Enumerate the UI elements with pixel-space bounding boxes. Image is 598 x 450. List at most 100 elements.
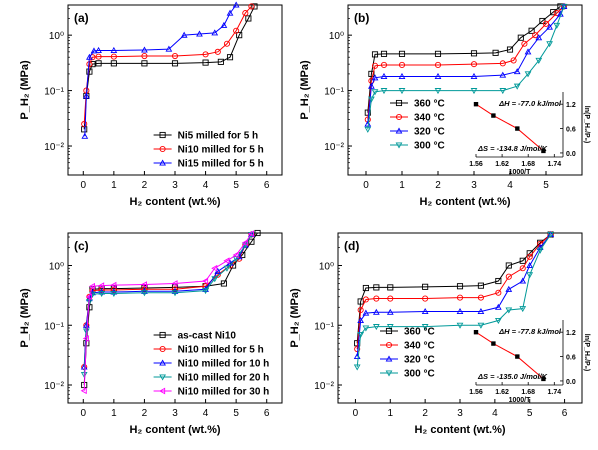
data-point bbox=[202, 277, 209, 285]
series-line bbox=[83, 234, 252, 375]
x-tick-label: 2 bbox=[435, 180, 441, 191]
inset-y-tick-label: 0.0 bbox=[566, 151, 576, 158]
data-point bbox=[368, 70, 375, 77]
data-point bbox=[357, 317, 365, 324]
inset-x-tick-label: 1.56 bbox=[469, 161, 483, 168]
data-point bbox=[233, 27, 240, 34]
data-point bbox=[362, 325, 370, 332]
panel-b: 0 1 2 3 4 5 10⁻² 10⁻¹ 10⁰ H₂ content (wt.%) P_H₂ (… bbox=[299, 2, 590, 208]
data-point bbox=[226, 54, 234, 61]
data-point bbox=[82, 335, 89, 342]
data-point bbox=[110, 60, 117, 67]
series-4 bbox=[80, 230, 254, 395]
inset-annotation-ds: ΔS = -135.0 J/mol/K bbox=[477, 372, 548, 381]
data-point bbox=[505, 273, 512, 280]
series-line bbox=[83, 6, 252, 124]
legend-label: Ni15 milled for 5 h bbox=[178, 159, 264, 170]
inset-data-point bbox=[541, 148, 546, 154]
data-point bbox=[248, 238, 255, 245]
inset-y-title: ln(P_H₂/P₀) bbox=[583, 334, 590, 371]
data-point bbox=[553, 22, 561, 29]
data-point bbox=[90, 47, 98, 54]
data-point bbox=[171, 286, 179, 293]
data-point bbox=[368, 96, 375, 103]
data-point bbox=[499, 60, 506, 67]
data-point bbox=[519, 257, 526, 264]
legend-marker bbox=[159, 145, 166, 153]
data-point bbox=[380, 88, 388, 95]
data-point bbox=[141, 60, 148, 67]
series-3 bbox=[364, 3, 568, 133]
y-tick-label: 10⁻² bbox=[314, 381, 334, 392]
data-point bbox=[524, 48, 532, 55]
inset-y-tick-label: 0.0 bbox=[566, 379, 576, 386]
inset-data-point bbox=[515, 126, 520, 131]
data-point bbox=[248, 3, 255, 10]
data-point bbox=[456, 294, 464, 301]
data-point bbox=[353, 364, 361, 371]
data-point bbox=[362, 284, 369, 292]
x-axis-title: H₂ content (wt.%) bbox=[419, 196, 510, 208]
data-point bbox=[373, 284, 380, 291]
x-tick-label: 3 bbox=[471, 180, 477, 191]
data-point bbox=[524, 71, 532, 78]
data-point bbox=[470, 61, 478, 68]
data-point bbox=[95, 46, 102, 53]
data-point bbox=[254, 229, 261, 237]
data-point bbox=[86, 53, 93, 60]
panel-a: 0 1 2 3 4 5 6 10⁻² 10⁻¹ 10⁰ H₂ content (wt.%) P_H₂ … bbox=[19, 1, 283, 208]
inset-data-point bbox=[515, 354, 520, 359]
legend-entry: Ni5 milled for 5 h bbox=[153, 131, 258, 142]
series-0 bbox=[81, 3, 258, 133]
legend-label: 300 °C bbox=[414, 141, 445, 152]
x-tick-label: 6 bbox=[264, 180, 270, 191]
data-point bbox=[434, 88, 442, 95]
x-tick-label: 3 bbox=[172, 408, 178, 419]
data-point bbox=[80, 387, 87, 395]
data-point bbox=[380, 50, 388, 57]
legend-entry: as-cast Ni10 bbox=[153, 331, 236, 342]
data-point bbox=[81, 120, 88, 128]
data-point bbox=[217, 58, 224, 65]
legend-entry: 360 °C bbox=[390, 99, 445, 110]
x-tick-label: 0 bbox=[353, 408, 359, 419]
data-point bbox=[371, 89, 379, 96]
data-point bbox=[371, 74, 379, 81]
data-point bbox=[110, 46, 118, 53]
data-point bbox=[196, 30, 203, 37]
panel-label: (c) bbox=[74, 239, 89, 253]
data-point bbox=[528, 27, 535, 34]
data-point bbox=[364, 126, 372, 133]
data-point bbox=[88, 282, 95, 290]
data-point bbox=[470, 50, 478, 57]
legend-entry: Ni10 milled for 10 h bbox=[153, 359, 269, 370]
data-point bbox=[526, 253, 533, 260]
data-point bbox=[223, 257, 230, 265]
legend-entry: Ni10 milled for 5 h bbox=[153, 145, 264, 156]
x-tick-label: 6 bbox=[264, 408, 270, 419]
data-point bbox=[165, 45, 173, 52]
data-point bbox=[546, 41, 553, 48]
data-point bbox=[456, 283, 464, 290]
y-tick-label: 10⁰ bbox=[49, 262, 64, 273]
data-point bbox=[141, 46, 148, 53]
inset-data-point bbox=[473, 329, 479, 335]
data-point bbox=[140, 281, 147, 288]
x-tick-label: 5 bbox=[527, 408, 533, 419]
legend-marker bbox=[159, 331, 166, 339]
inset-x-tick-label: 1.74 bbox=[547, 389, 561, 396]
x-tick-label: 3 bbox=[457, 408, 463, 419]
data-point bbox=[95, 60, 102, 67]
data-point bbox=[85, 293, 92, 301]
x-tick-label: 4 bbox=[203, 408, 209, 419]
data-point bbox=[422, 283, 429, 290]
data-point bbox=[547, 231, 554, 239]
legend-entry: 340 °C bbox=[380, 341, 435, 352]
x-tick-label: 5 bbox=[543, 180, 549, 191]
inset-x-tick-label: 1.68 bbox=[521, 161, 535, 168]
legend-marker bbox=[385, 370, 393, 377]
y-tick-label: 10⁻¹ bbox=[314, 321, 334, 332]
x-tick-label: 0 bbox=[363, 180, 369, 191]
data-point bbox=[251, 3, 258, 10]
data-point bbox=[357, 298, 364, 305]
